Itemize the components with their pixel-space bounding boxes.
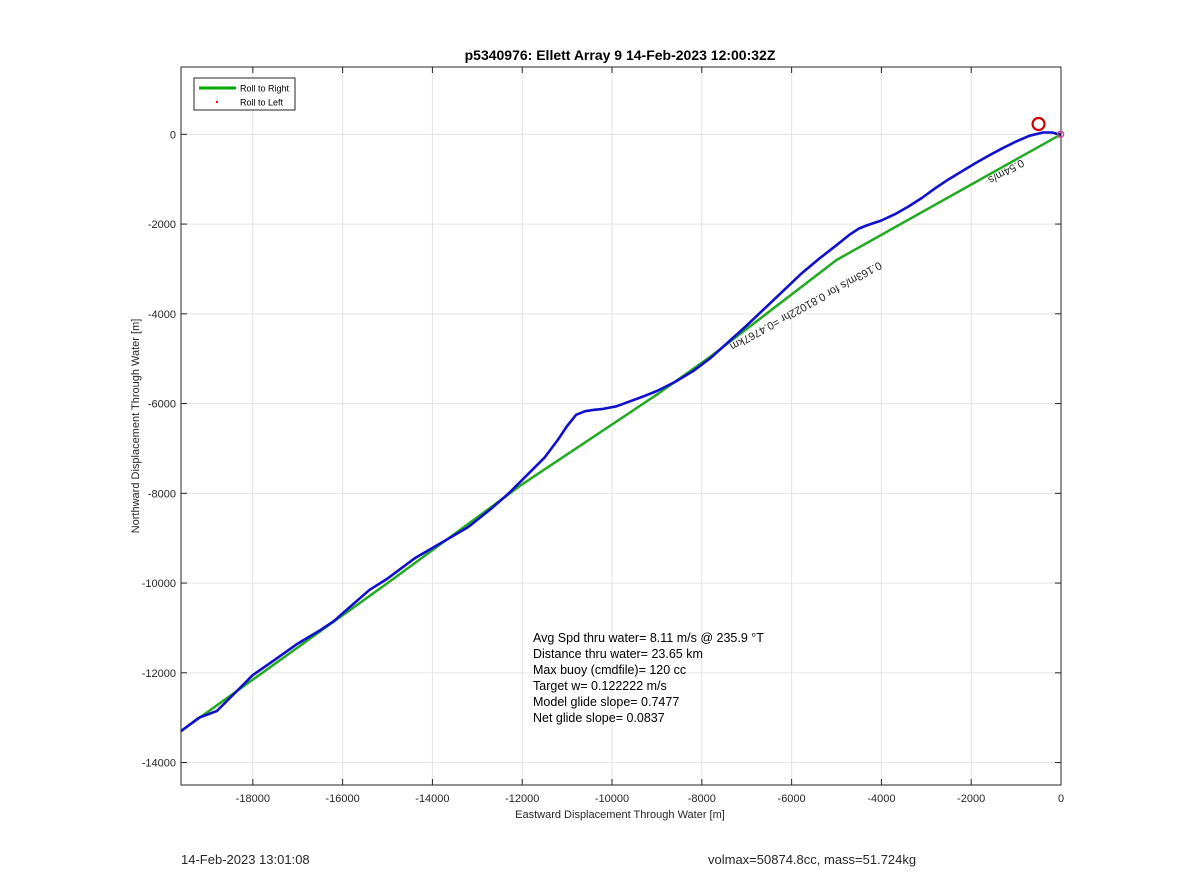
y-tick-label: -6000 <box>148 399 176 411</box>
stats-line: Avg Spd thru water= 8.11 m/s @ 235.9 °T <box>533 631 764 645</box>
stats-line: Model glide slope= 0.7477 <box>533 695 679 709</box>
x-tick-label: -18000 <box>236 793 270 805</box>
legend-label: Roll to Left <box>240 98 284 108</box>
series-layer <box>181 131 1061 733</box>
series-line-track <box>181 131 1061 733</box>
segment-speed-label: 0.163m/s for 0.81022hr =0.4767km <box>728 259 884 353</box>
axis-ticks: -18000 -16000 -14000 -12000 -10000 -8000 -6000… <box>142 67 1064 805</box>
y-axis-label: Northward Displacement Through Water [m] <box>130 319 142 534</box>
x-tick-label: -12000 <box>505 793 539 805</box>
chart-title: p5340976: Ellett Array 9 14-Feb-2023 12:… <box>465 47 776 63</box>
start-marker <box>1031 116 1046 132</box>
legend-dot-swatch <box>215 100 219 104</box>
y-tick-label: -10000 <box>142 578 176 590</box>
overlapping-speed-label: 0.54m/s <box>985 156 1025 186</box>
stats-line: Max buoy (cmdfile)= 120 cc <box>533 663 686 677</box>
series-line-roll-to-right <box>181 133 1061 733</box>
end-marker <box>1056 130 1065 139</box>
grid <box>181 67 1062 785</box>
x-tick-label: -16000 <box>325 793 359 805</box>
y-tick-label: -4000 <box>148 309 176 321</box>
y-tick-label: -2000 <box>148 219 176 231</box>
x-axis-label: Eastward Displacement Through Water [m] <box>515 809 725 821</box>
legend: Roll to Right Roll to Left <box>193 77 296 111</box>
y-tick-label: -14000 <box>142 758 176 770</box>
x-tick-label: -4000 <box>867 793 895 805</box>
stats-annotation: Avg Spd thru water= 8.11 m/s @ 235.9 °T D… <box>533 631 764 725</box>
legend-label: Roll to Right <box>240 84 290 94</box>
stats-line: Distance thru water= 23.65 km <box>533 647 703 661</box>
y-tick-label: -8000 <box>148 488 176 500</box>
x-tick-label: -10000 <box>595 793 629 805</box>
y-tick-label: -12000 <box>142 668 176 680</box>
x-tick-label: -8000 <box>688 793 716 805</box>
plot-frame <box>180 66 1062 786</box>
footer-stats: volmax=50874.8cc, mass=51.724kg <box>708 852 917 867</box>
x-tick-label: -2000 <box>957 793 985 805</box>
x-tick-label: -6000 <box>778 793 806 805</box>
legend-box <box>193 77 296 111</box>
x-tick-label: 0 <box>1058 793 1064 805</box>
markers <box>1031 116 1065 139</box>
footer-timestamp: 14-Feb-2023 13:01:08 <box>181 852 310 867</box>
stats-line: Net glide slope= 0.0837 <box>533 711 665 725</box>
y-tick-label: 0 <box>170 129 176 141</box>
stats-line: Target w= 0.122222 m/s <box>533 679 667 693</box>
x-tick-label: -14000 <box>415 793 449 805</box>
